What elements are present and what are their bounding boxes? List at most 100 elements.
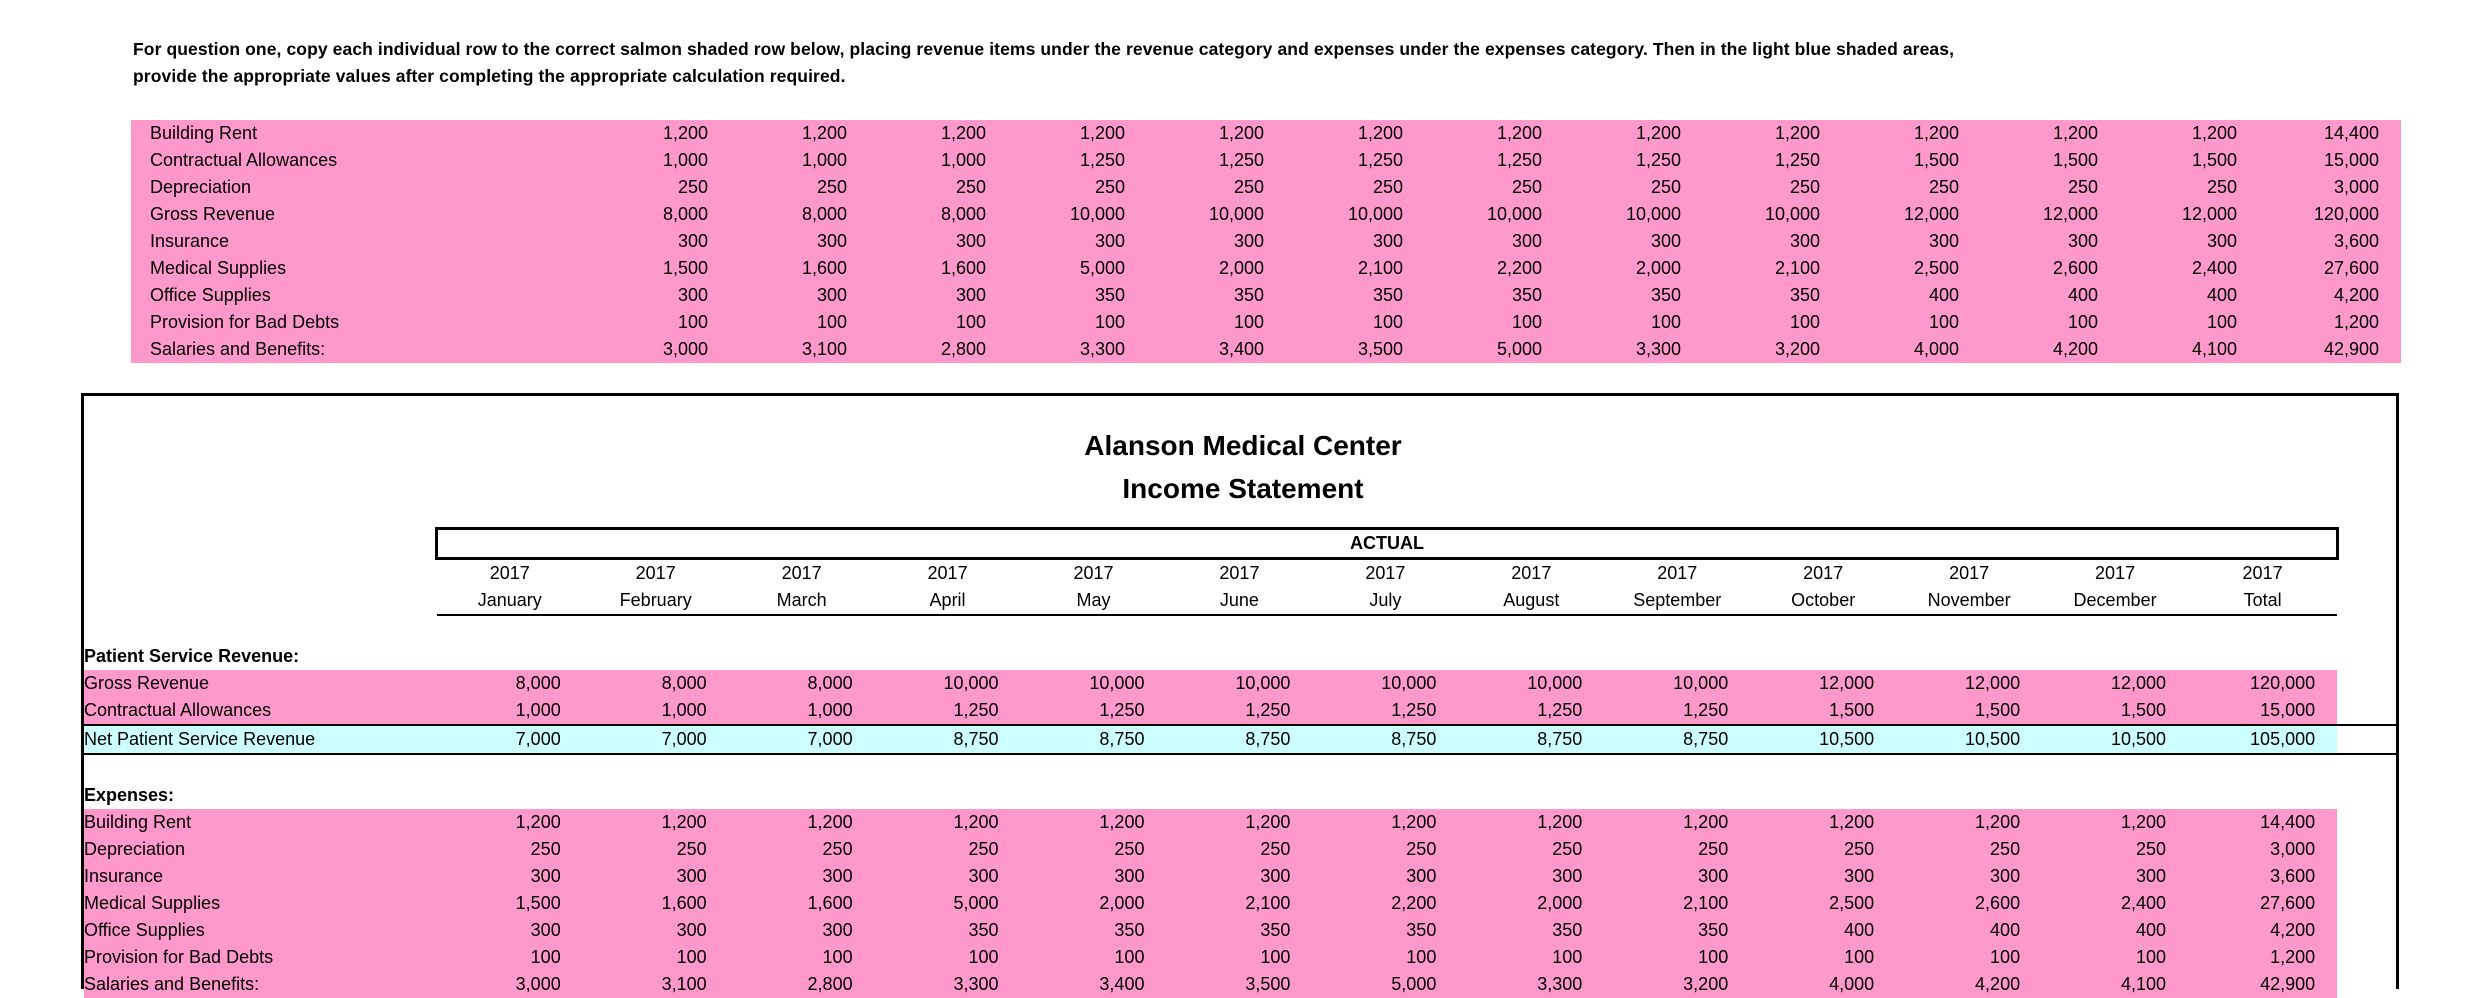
cell-value: 400 (2067, 285, 2098, 305)
cell-value: 2,400 (2042, 890, 2189, 917)
spacer-cell (437, 615, 583, 643)
cell-value: 3,600 (2333, 231, 2379, 251)
cell-value: 100 (1789, 312, 1820, 332)
cell-value: 8,750 (874, 724, 1021, 755)
cell-value: 1,250 (1496, 150, 1542, 170)
cell-value: 120,000 (2313, 204, 2379, 224)
heading-filler (729, 782, 875, 809)
cell-value: 1,200 (1496, 123, 1542, 143)
cell-value: 3,100 (801, 339, 847, 359)
heading-filler (2042, 782, 2188, 809)
spacer-cell (1312, 754, 1458, 782)
cell-value: 14,400 (2188, 809, 2338, 836)
spacer-cell (2337, 615, 2396, 643)
row-label: Salaries and Benefits: (84, 971, 437, 998)
cell-value: 4,100 (2191, 339, 2237, 359)
year-row-lead (84, 559, 437, 588)
cell-value: 100 (1094, 312, 1125, 332)
spacer-cell (437, 754, 583, 782)
cell-value: 8,000 (662, 204, 708, 224)
cell-value: 14,400 (2323, 123, 2379, 143)
cell-value: 1,200 (1166, 809, 1313, 836)
cell-value: 5,000 (874, 890, 1021, 917)
column-header-year: 2017 (1949, 563, 1990, 583)
spacer-cell (1896, 615, 2042, 643)
cell-value: 300 (728, 863, 875, 890)
cell-value: 1,250 (1079, 150, 1125, 170)
cell-value: 3,000 (2333, 177, 2379, 197)
row-label: Office Supplies (84, 917, 437, 944)
cell-value: 350 (1020, 917, 1167, 944)
row-label: Building Rent (84, 809, 437, 836)
spacer-cell (1896, 754, 2042, 782)
column-header-month: March (728, 587, 875, 616)
row-tail (2337, 944, 2396, 971)
spacer-cell (583, 754, 729, 782)
cell-value: 100 (1020, 944, 1167, 971)
cell-value: 1,000 (801, 150, 847, 170)
cell-value: 2,000 (1635, 258, 1681, 278)
cell-value: 250 (1750, 836, 1897, 863)
heading-filler (1604, 643, 1750, 670)
cell-value: 1,200 (2042, 809, 2189, 836)
cell-value: 250 (1896, 836, 2043, 863)
cell-value: 400 (2206, 285, 2237, 305)
column-header-month: September (1604, 587, 1751, 616)
spacer-cell (84, 754, 437, 782)
income-statement-panel: Alanson Medical Center Income Statement … (81, 393, 2399, 998)
table-row: Salaries and Benefits: 3,000 3,100 2,800 3,3… (131, 336, 2401, 363)
heading-filler (583, 643, 729, 670)
row-tail (2337, 809, 2396, 836)
month-row-lead (84, 587, 437, 615)
cell-value: 1,500 (2191, 150, 2237, 170)
cell-value: 3,500 (1357, 339, 1403, 359)
cell-value: 10,000 (1166, 670, 1313, 697)
cell-value: 3,300 (874, 971, 1021, 998)
cell-value: 250 (1458, 836, 1605, 863)
cell-value: 1,500 (662, 258, 708, 278)
spacer-cell (1604, 615, 1750, 643)
cell-value: 100 (436, 944, 583, 971)
cell-value: 350 (1650, 285, 1681, 305)
cell-value: 100 (955, 312, 986, 332)
period-year-row: 2017 2017 2017 2017 2017 2017 2017 2017 2017 2017… (84, 559, 2396, 588)
cell-value: 3,000 (662, 339, 708, 359)
row-tail (2337, 697, 2396, 725)
heading-filler (1021, 782, 1167, 809)
cell-value: 1,500 (1750, 697, 1897, 725)
cell-value: 300 (2042, 863, 2189, 890)
cell-value: 27,600 (2323, 258, 2379, 278)
cell-value: 1,200 (1020, 809, 1167, 836)
cell-value: 3,300 (1635, 339, 1681, 359)
cell-value: 12,000 (2181, 204, 2237, 224)
spacer-cell (2188, 754, 2337, 782)
cell-value: 1,200 (1458, 809, 1605, 836)
cell-value: 8,750 (1604, 724, 1751, 755)
cell-value: 1,000 (582, 697, 729, 725)
cell-value: 2,500 (1750, 890, 1897, 917)
cell-value: 1,250 (1357, 150, 1403, 170)
cell-value: 300 (1020, 863, 1167, 890)
cell-value: 1,250 (1774, 150, 1820, 170)
cell-value: 8,750 (1312, 724, 1459, 755)
cell-value: 250 (816, 177, 847, 197)
spacer-cell (729, 615, 875, 643)
cell-value: 300 (1511, 231, 1542, 251)
cell-value: 300 (1094, 231, 1125, 251)
cell-value: 10,000 (1347, 204, 1403, 224)
table-row: Gross Revenue 8,000 8,000 8,000 10,000 10,000… (131, 201, 2401, 228)
heading-filler (1312, 643, 1458, 670)
cell-value: 1,250 (1218, 150, 1264, 170)
cell-value: 1,200 (1218, 123, 1264, 143)
heading-filler (729, 643, 875, 670)
cell-value: 5,000 (1496, 339, 1542, 359)
row-tail (2337, 863, 2396, 890)
cell-value: 100 (1312, 944, 1459, 971)
cell-value: 1,500 (2052, 150, 2098, 170)
cell-value: 100 (1511, 312, 1542, 332)
heading-filler (1604, 782, 1750, 809)
cell-value: 300 (1233, 231, 1264, 251)
cell-value: 2,800 (940, 339, 986, 359)
cell-value: 8,000 (436, 670, 583, 697)
cell-value: 1,200 (2333, 312, 2379, 332)
